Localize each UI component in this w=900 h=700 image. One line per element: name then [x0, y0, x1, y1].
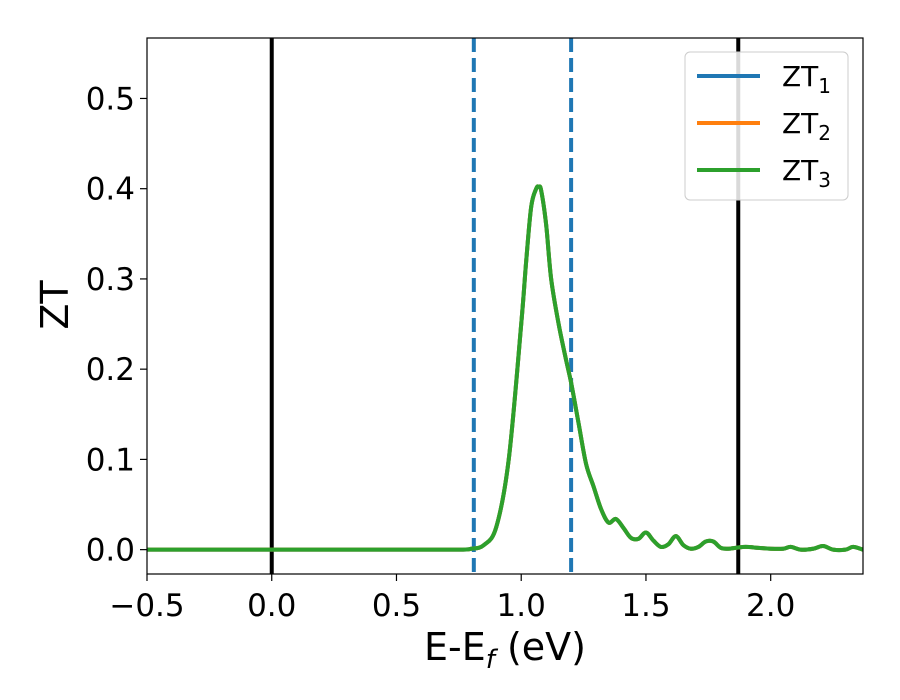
y-tick-label-4: 0.4	[86, 172, 135, 208]
legend-label-3: ZT3	[782, 154, 831, 192]
legend: ZT1 ZT2 ZT3	[684, 51, 849, 201]
y-tick-label-0: 0.0	[86, 533, 135, 569]
plot-frame	[146, 37, 864, 575]
legend-label-2: ZT2	[782, 107, 831, 145]
x-tick-label-4: 1.5	[621, 588, 670, 624]
x-axis-label: E-Ef (eV)	[424, 625, 586, 675]
x-tick-label-2: 0.5	[372, 588, 421, 624]
y-axis: 0.0 0.1 0.2 0.3 0.4 0.5	[86, 81, 147, 569]
y-axis-label: ZT	[33, 280, 77, 330]
x-axis: −0.5 0.0 0.5 1.0 1.5 2.0	[109, 574, 795, 624]
x-tick-label-1: 0.0	[247, 588, 296, 624]
legend-label-1: ZT1	[782, 60, 831, 98]
y-tick-label-5: 0.5	[86, 81, 135, 117]
legend-box	[684, 51, 849, 201]
plot-area	[146, 37, 864, 575]
x-tick-label-0: −0.5	[109, 588, 184, 624]
y-tick-label-3: 0.3	[86, 262, 135, 298]
y-tick-label-1: 0.1	[86, 442, 135, 478]
series-line-3	[147, 184, 863, 553]
y-tick-label-2: 0.2	[86, 352, 135, 388]
x-tick-label-5: 2.0	[746, 588, 795, 624]
x-tick-label-3: 1.0	[497, 588, 546, 624]
